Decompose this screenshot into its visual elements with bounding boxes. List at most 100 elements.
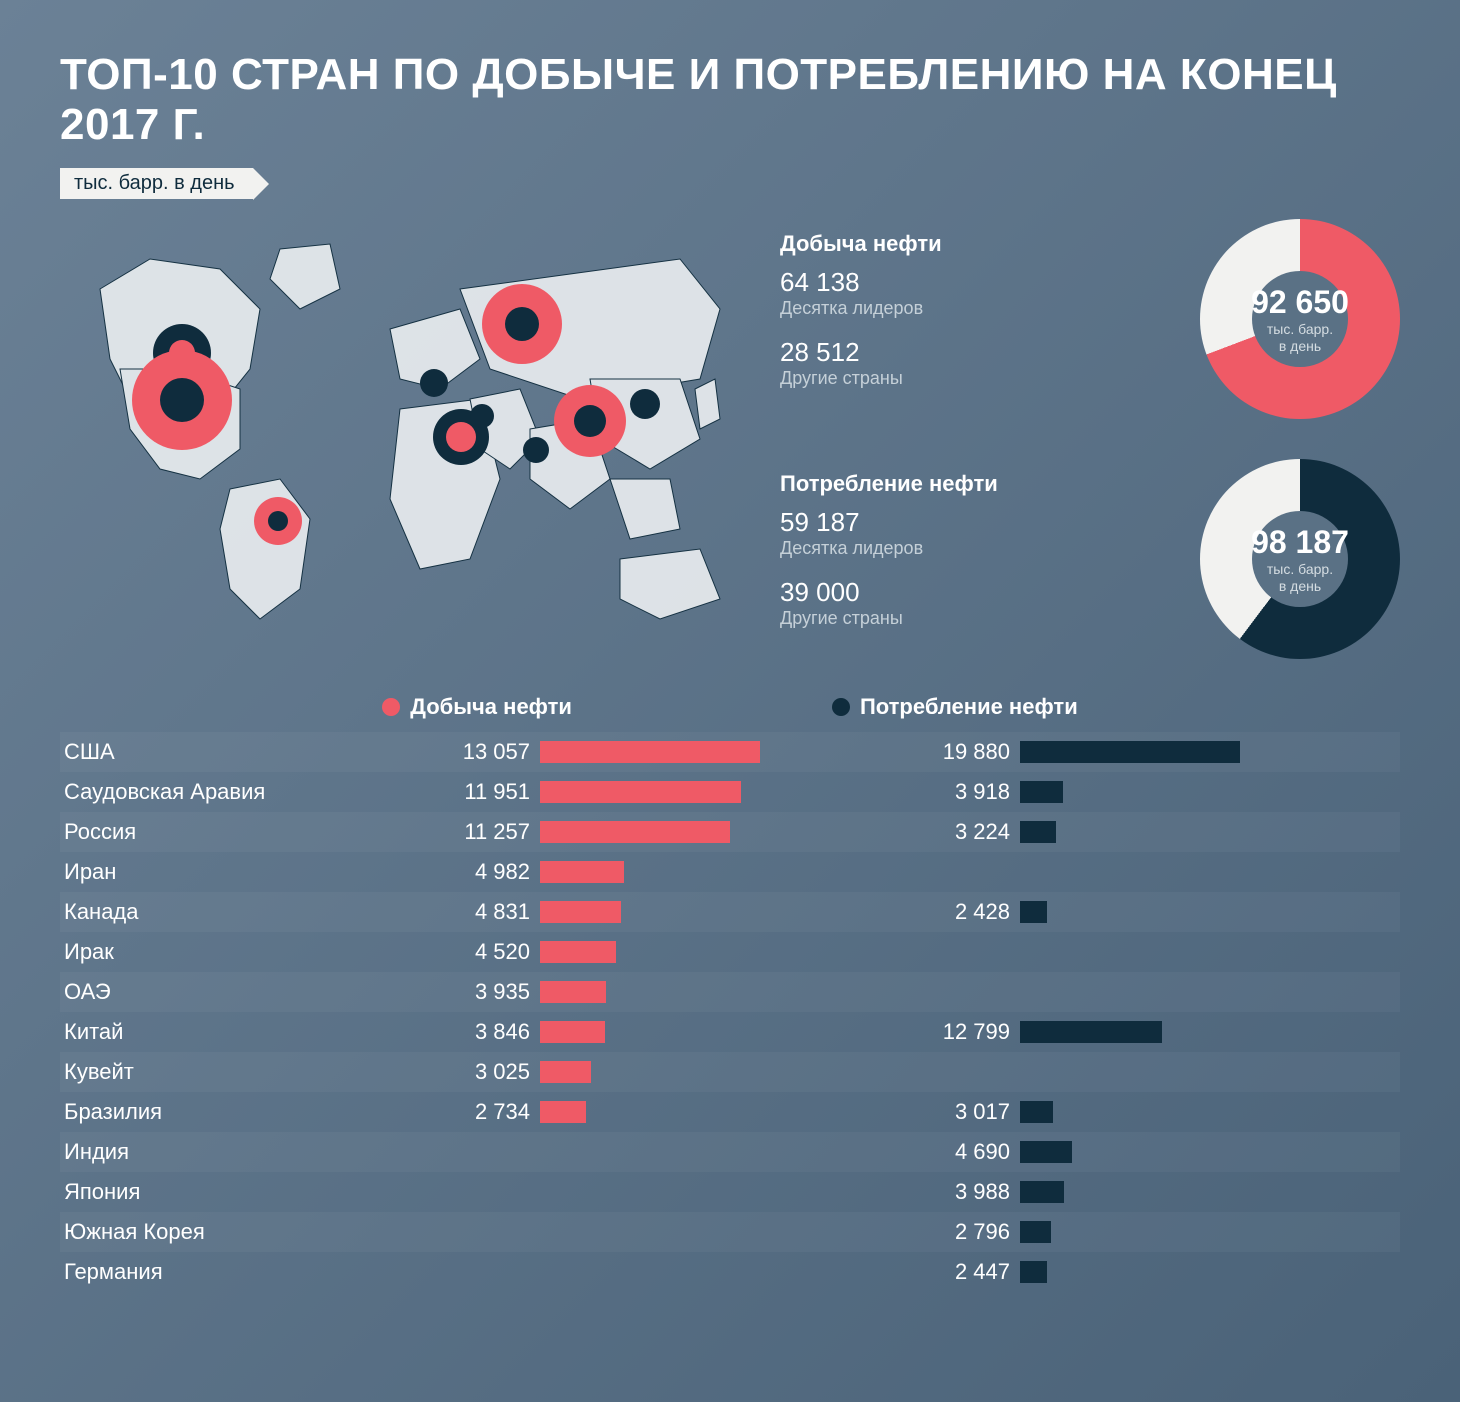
production-cell: 4 520 [390, 939, 870, 965]
production-value: 3 935 [390, 979, 530, 1005]
production-bar [540, 781, 741, 803]
production-bar [540, 741, 760, 763]
donut-consumption-chart: 98 187 тыс. барр. в день [1200, 459, 1400, 659]
production-bar [540, 1101, 586, 1123]
production-cell: 11 951 [390, 779, 870, 805]
consumption-cell: 2 796 [870, 1219, 1350, 1245]
map-marker-inner [446, 422, 476, 452]
country-name: Индия [60, 1139, 390, 1165]
donut-production-center-unit2: в день [1279, 338, 1321, 355]
production-value: 2 734 [390, 1099, 530, 1125]
table-row: Россия11 257 3 224 [60, 812, 1400, 852]
donut-production-leaders-label: Десятка лидеров [780, 298, 1170, 319]
donut-consumption-center: 98 187 тыс. барр. в день [1200, 459, 1400, 659]
donut-production-leaders-val: 64 138 [780, 267, 1170, 298]
donuts-column: Добыча нефти 64 138 Десятка лидеров 28 5… [780, 219, 1400, 659]
consumption-bar [1020, 1261, 1047, 1283]
consumption-bar [1020, 741, 1240, 763]
country-name: Иран [60, 859, 390, 885]
production-value: 4 831 [390, 899, 530, 925]
map-marker-inner [268, 511, 288, 531]
production-bar [540, 861, 624, 883]
map-marker [420, 369, 448, 397]
consumption-value: 4 690 [870, 1139, 1010, 1165]
country-name: ОАЭ [60, 979, 390, 1005]
production-value: 11 257 [390, 819, 530, 845]
donut-production-chart: 92 650 тыс. барр. в день [1200, 219, 1400, 419]
consumption-value: 2 796 [870, 1219, 1010, 1245]
consumption-value: 2 447 [870, 1259, 1010, 1285]
consumption-cell: 3 918 [870, 779, 1350, 805]
production-value: 4 982 [390, 859, 530, 885]
table-row: Бразилия2 7343 017 [60, 1092, 1400, 1132]
country-name: США [60, 739, 390, 765]
table-row: Германия2 447 [60, 1252, 1400, 1292]
legend-production-dot [382, 698, 400, 716]
consumption-bar [1020, 1181, 1064, 1203]
donut-production-others-label: Другие страны [780, 368, 1170, 389]
legend-consumption-dot [832, 698, 850, 716]
consumption-value: 3 224 [870, 819, 1010, 845]
donut-consumption-labels: Потребление нефти 59 187 Десятка лидеров… [780, 471, 1170, 647]
consumption-value: 3 017 [870, 1099, 1010, 1125]
map-marker-inner [160, 378, 204, 422]
production-bar [540, 941, 616, 963]
map-marker [523, 437, 549, 463]
production-cell: 2 734 [390, 1099, 870, 1125]
table-row: Южная Корея 2 796 [60, 1212, 1400, 1252]
map-marker-inner [574, 405, 606, 437]
donut-consumption-leaders-val: 59 187 [780, 507, 1170, 538]
country-name: Россия [60, 819, 390, 845]
production-bar [540, 821, 730, 843]
table-row: США13 05719 880 [60, 732, 1400, 772]
country-name: Япония [60, 1179, 390, 1205]
world-map [60, 219, 740, 639]
unit-badge: тыс. барр. в день [60, 168, 253, 199]
legend-consumption: Потребление нефти [832, 694, 1078, 720]
production-cell: 3 025 [390, 1059, 870, 1085]
legend-production: Добыча нефти [382, 694, 572, 720]
donut-consumption-center-unit1: тыс. барр. [1267, 561, 1333, 578]
donut-consumption: Потребление нефти 59 187 Десятка лидеров… [780, 459, 1400, 659]
consumption-value: 19 880 [870, 739, 1010, 765]
consumption-bar [1020, 1021, 1162, 1043]
map-marker [630, 389, 660, 419]
production-cell: 3 846 [390, 1019, 870, 1045]
data-table: США13 05719 880 Саудовская Аравия11 951 3 … [60, 732, 1400, 1292]
consumption-cell: 2 428 [870, 899, 1350, 925]
donut-consumption-center-val: 98 187 [1251, 524, 1349, 561]
consumption-cell: 3 988 [870, 1179, 1350, 1205]
country-name: Кувейт [60, 1059, 390, 1085]
donut-production-center: 92 650 тыс. барр. в день [1200, 219, 1400, 419]
production-cell: 3 935 [390, 979, 870, 1005]
donut-consumption-leaders-label: Десятка лидеров [780, 538, 1170, 559]
production-value: 3 025 [390, 1059, 530, 1085]
consumption-value: 3 918 [870, 779, 1010, 805]
table-row: Ирак4 520 [60, 932, 1400, 972]
donut-production-others-val: 28 512 [780, 337, 1170, 368]
country-name: Южная Корея [60, 1219, 390, 1245]
page-title: ТОП-10 СТРАН ПО ДОБЫЧЕ И ПОТРЕБЛЕНИЮ НА … [60, 50, 1400, 150]
production-bar [540, 981, 606, 1003]
production-cell: 4 982 [390, 859, 870, 885]
consumption-bar [1020, 901, 1047, 923]
table-row: Саудовская Аравия11 951 3 918 [60, 772, 1400, 812]
consumption-cell: 19 880 [870, 739, 1350, 765]
production-bar [540, 901, 621, 923]
donut-consumption-center-unit2: в день [1279, 578, 1321, 595]
country-name: Саудовская Аравия [60, 779, 390, 805]
production-value: 11 951 [390, 779, 530, 805]
consumption-bar [1020, 821, 1056, 843]
table-row: Индия 4 690 [60, 1132, 1400, 1172]
donut-production-center-val: 92 650 [1251, 284, 1349, 321]
consumption-bar [1020, 1141, 1072, 1163]
donut-consumption-others-label: Другие страны [780, 608, 1170, 629]
consumption-cell: 12 799 [870, 1019, 1350, 1045]
table-row: Иран4 982 [60, 852, 1400, 892]
map-marker [470, 404, 494, 428]
consumption-cell: 3 224 [870, 819, 1350, 845]
country-name: Китай [60, 1019, 390, 1045]
country-name: Канада [60, 899, 390, 925]
consumption-value: 3 988 [870, 1179, 1010, 1205]
production-value: 3 846 [390, 1019, 530, 1045]
